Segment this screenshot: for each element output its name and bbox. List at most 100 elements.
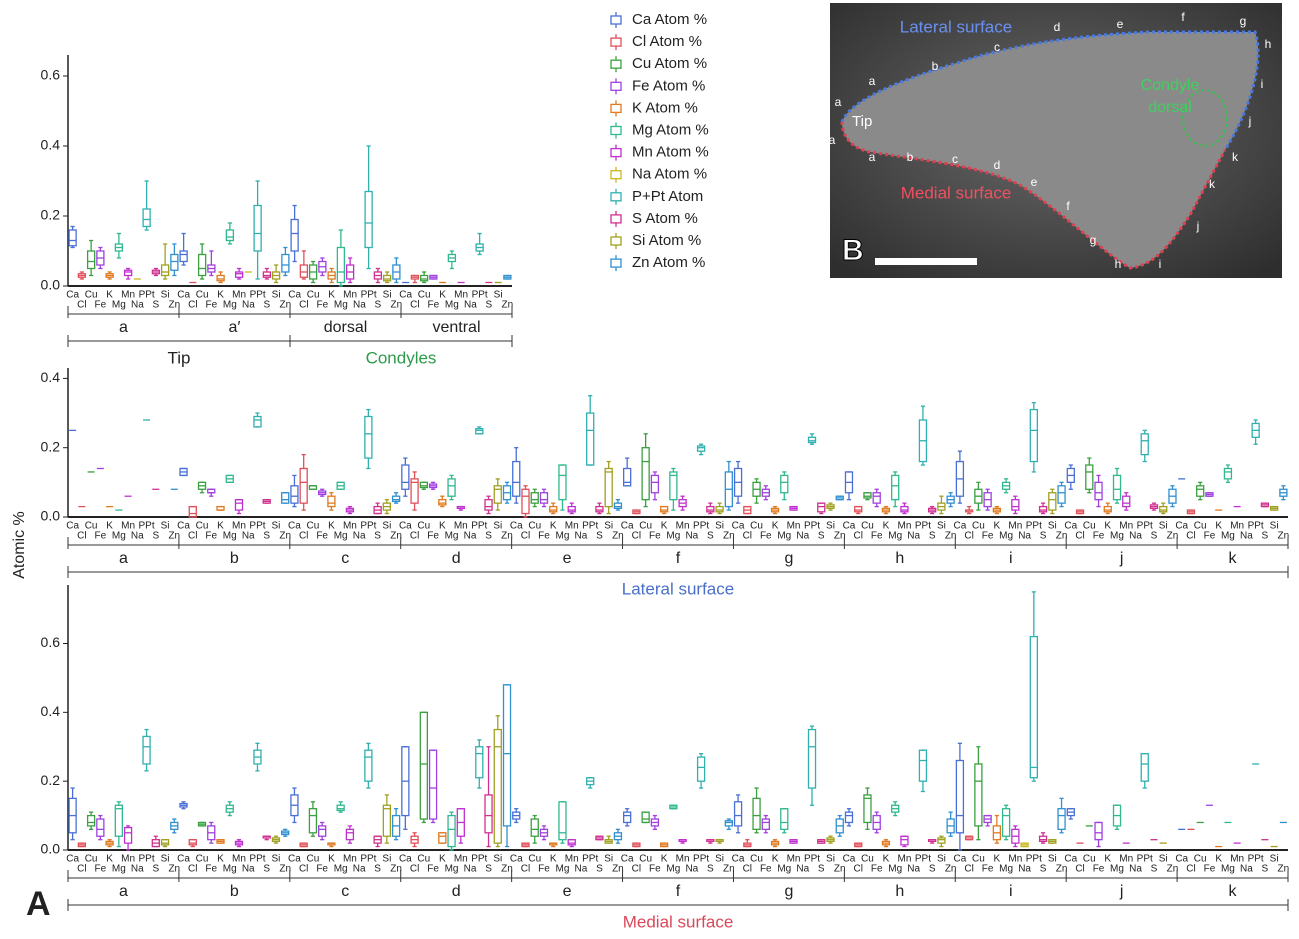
- element-label: Si: [272, 521, 281, 532]
- box: [807, 728, 817, 789]
- element-label: Cl: [299, 864, 308, 875]
- element-label: K: [994, 521, 1001, 532]
- box: [715, 505, 724, 513]
- element-label: Si: [1270, 854, 1279, 865]
- box: [290, 218, 299, 252]
- element-label: PPt: [915, 854, 931, 865]
- element-label: Mn: [343, 854, 357, 865]
- legend-label: Mg Atom %: [632, 121, 709, 138]
- box: [382, 804, 392, 837]
- box: [123, 269, 133, 277]
- box: [447, 814, 456, 848]
- element-label: Ca: [1064, 521, 1077, 532]
- element-label: Na: [1129, 531, 1142, 542]
- element-label: Cu: [861, 854, 874, 865]
- element-label: Mn: [1008, 854, 1022, 865]
- box: [86, 814, 96, 827]
- element-label: K: [439, 854, 446, 865]
- group-label: d: [452, 883, 461, 900]
- medial-outline: [840, 121, 1227, 270]
- box: [290, 485, 299, 504]
- inset-text: j: [1196, 219, 1200, 233]
- inset-text: g: [1090, 233, 1097, 247]
- element-label: Mg: [777, 864, 791, 875]
- element-label: Cu: [1194, 854, 1207, 865]
- element-label: Zn: [168, 531, 180, 542]
- box: [142, 208, 151, 228]
- element-label: PPt: [360, 521, 376, 532]
- span-label: Tip: [168, 348, 191, 367]
- box: [364, 415, 373, 459]
- element-label: Zn: [279, 864, 291, 875]
- element-label: Zn: [1056, 531, 1068, 542]
- element-label: Mn: [454, 290, 468, 301]
- element-label: Cu: [85, 854, 98, 865]
- element-label: Cu: [85, 521, 98, 532]
- element-label: K: [883, 521, 890, 532]
- box: [438, 832, 447, 844]
- element-label: Fe: [95, 300, 107, 311]
- element-label: Na: [907, 864, 920, 875]
- element-label: Ca: [953, 854, 966, 865]
- element-label: Si: [937, 521, 946, 532]
- element-label: K: [550, 521, 557, 532]
- element-label: Na: [685, 531, 698, 542]
- inset-text: B: [842, 234, 864, 267]
- element-label: Mg: [1221, 531, 1235, 542]
- element-label: Na: [464, 864, 477, 875]
- element-label: Mn: [897, 521, 911, 532]
- element-label: Mg: [112, 300, 126, 311]
- inset-text: c: [994, 40, 1000, 54]
- element-label: Zn: [834, 531, 846, 542]
- element-label: PPt: [693, 521, 709, 532]
- element-label: Mg: [112, 531, 126, 542]
- box: [706, 505, 715, 513]
- box: [410, 478, 419, 504]
- element-label: Cl: [1186, 531, 1195, 542]
- element-label: S: [929, 531, 936, 542]
- element-label: S: [1262, 531, 1269, 542]
- box: [595, 505, 604, 513]
- element-label: Fe: [428, 300, 440, 311]
- group-label: g: [784, 883, 793, 900]
- element-label: PPt: [1248, 521, 1264, 532]
- box: [891, 474, 900, 501]
- element-label: Mg: [1221, 864, 1235, 875]
- box: [1001, 808, 1011, 837]
- inset-text: f: [1066, 199, 1070, 213]
- box: [114, 804, 123, 837]
- legend-swatch: [610, 81, 622, 91]
- element-label: PPt: [582, 854, 598, 865]
- element-label: Ca: [177, 290, 190, 301]
- box: [419, 274, 429, 282]
- y-tick-label: 0.0: [41, 841, 61, 857]
- box: [299, 467, 308, 504]
- element-label: Mn: [676, 854, 690, 865]
- element-label: Mn: [1230, 521, 1244, 532]
- element-label: Zn: [390, 864, 402, 875]
- element-label: Ca: [732, 521, 745, 532]
- legend-swatch: [610, 192, 622, 202]
- element-label: Fe: [1093, 864, 1105, 875]
- box: [807, 436, 817, 444]
- element-label: Si: [1159, 854, 1168, 865]
- box: [299, 264, 309, 278]
- element-label: Na: [1129, 864, 1142, 875]
- element-label: Fe: [316, 864, 328, 875]
- legend-label: Mn Atom %: [632, 144, 709, 161]
- element-label: Mg: [999, 864, 1013, 875]
- element-label: Zn: [502, 300, 514, 311]
- element-label: Ca: [399, 290, 412, 301]
- box: [817, 502, 826, 513]
- y-tick-label: 0.4: [41, 369, 61, 385]
- box: [364, 190, 373, 249]
- element-label: K: [106, 521, 113, 532]
- element-label: Ca: [621, 521, 634, 532]
- inset-text: e: [1031, 175, 1038, 189]
- box: [170, 253, 179, 271]
- box: [1048, 492, 1057, 511]
- element-label: S: [707, 531, 714, 542]
- element-label: Cl: [410, 531, 419, 542]
- element-label: S: [929, 864, 936, 875]
- box: [558, 801, 567, 841]
